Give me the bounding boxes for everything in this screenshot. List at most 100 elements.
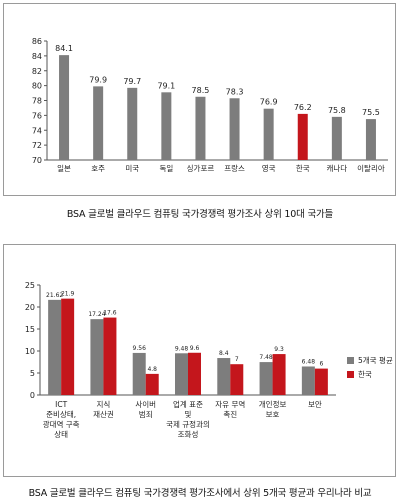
x-tick-label-line: 재산권	[93, 409, 114, 419]
data-label: 8.4	[219, 350, 229, 357]
x-tick-label-line: 준비상태,	[46, 409, 76, 419]
x-tick-label: 사이버 범죄	[135, 399, 156, 419]
chart-panel-comparison: 0 5 10 15 20 25 21.62 21.9 ICT 준비상태, 광대역 구축 상태 17.24…	[3, 244, 396, 477]
bar-5개국 평균	[132, 352, 146, 395]
x-tick-label: 싱가포르	[187, 163, 215, 173]
data-label: 79.7	[123, 77, 141, 86]
y-tick-label: 84	[32, 52, 42, 61]
chart-panel-top-countries: 70 72 74 76 78 80 82 84 86 84.1 일본 79.9 호주 79.7 미국 79.1…	[3, 3, 396, 196]
x-tick-label-line: 촉진	[223, 409, 237, 419]
data-label: 4.8	[147, 366, 157, 373]
x-tick-label: 일본	[57, 164, 71, 173]
y-tick-label: 0	[30, 391, 35, 400]
x-tick-label: 캐나다	[326, 164, 347, 173]
x-tick-label-line: 범죄	[139, 409, 153, 419]
y-tick-label: 74	[32, 126, 42, 135]
x-tick-label-line: 개인정보	[259, 399, 287, 409]
legend-swatch	[347, 371, 354, 378]
y-tick-label: 76	[32, 111, 42, 120]
y-tick-label: 86	[32, 37, 42, 46]
y-tick-label: 72	[32, 141, 42, 150]
data-label: 17.24	[88, 311, 105, 318]
x-tick-label: 프랑스	[224, 164, 245, 173]
x-tick-label-line: 조화성	[178, 430, 199, 439]
x-tick-label: 지식 재산권	[93, 400, 114, 419]
x-tick-label: 독일	[159, 164, 173, 173]
bar-이탈리아	[365, 119, 376, 160]
data-label: 9.3	[274, 346, 284, 353]
data-label: 79.9	[89, 75, 107, 84]
data-label: 79.1	[157, 81, 175, 90]
y-tick-label: 78	[32, 97, 42, 106]
x-tick-label-line: 업계 표준	[173, 399, 203, 409]
x-tick-label-line: 자유 무역	[215, 399, 245, 409]
y-tick-label: 82	[32, 67, 42, 76]
bar-미국	[127, 87, 138, 160]
bar-5개국 평균	[301, 366, 315, 395]
bar-5개국 평균	[48, 299, 62, 395]
data-label: 78.5	[192, 86, 210, 95]
data-label: 78.3	[226, 87, 244, 96]
legend-label: 한국	[358, 370, 372, 379]
bar-5개국 평균	[259, 362, 273, 395]
x-tick-label-line: 지식	[97, 400, 111, 409]
bar-캐나다	[331, 116, 342, 160]
bar-5개국 평균	[217, 358, 231, 395]
y-tick-label: 10	[25, 347, 35, 356]
x-tick-label: 이탈리아	[357, 163, 385, 173]
y-tick-label: 25	[25, 281, 35, 290]
data-label: 76.9	[260, 98, 278, 107]
chart-top10-countries: 70 72 74 76 78 80 82 84 86 84.1 일본 79.9 호주 79.7 미국 79.1…	[32, 37, 388, 173]
x-tick-label: 한국	[296, 164, 310, 173]
y-tick-label: 70	[32, 156, 42, 165]
data-label: 7.48	[259, 354, 273, 361]
data-label: 17.6	[103, 310, 117, 317]
y-tick-label: 80	[32, 82, 42, 91]
x-tick-label-line: 상태	[54, 429, 68, 439]
legend-swatch	[347, 357, 354, 364]
x-tick-label-line: 사이버	[135, 399, 156, 409]
x-tick-label: 호주	[91, 164, 105, 173]
data-label: 21.62	[46, 292, 63, 299]
data-label: 84.1	[55, 44, 73, 53]
y-tick-label: 15	[25, 325, 35, 334]
bar-프랑스	[229, 98, 240, 160]
y-tick-label: 20	[25, 303, 35, 312]
x-tick-label-line: 보호	[266, 410, 280, 419]
x-tick-label: 영국	[262, 163, 276, 173]
bar-5개국 평균	[175, 353, 188, 395]
bar-독일	[161, 92, 172, 160]
data-label: 9.6	[190, 345, 200, 352]
x-tick-label: 보안	[308, 399, 322, 409]
data-label: 6.48	[302, 358, 316, 365]
data-label: 76.2	[294, 103, 312, 112]
bar-한국	[61, 298, 75, 395]
bar-5개국 평균	[90, 319, 104, 395]
data-label: 9.48	[175, 345, 189, 352]
chart-caption-comparison: BSA 글로벌 클라우드 컴퓨팅 국가경쟁력 평가조사에서 상위 5개국 평균과…	[28, 488, 372, 499]
data-label: 21.9	[61, 291, 75, 298]
x-tick-label: 개인정보 보호	[259, 399, 287, 419]
bar-한국	[272, 354, 286, 395]
bar-한국	[188, 352, 201, 395]
x-tick-label-line: 보안	[308, 399, 322, 409]
bar-영국	[263, 108, 274, 160]
legend-label: 5개국 평균	[358, 355, 393, 365]
data-label: 6	[319, 361, 323, 368]
x-tick-label-line: ICT	[55, 400, 67, 409]
x-tick-label: 업계 표준 및 국제 규정과의 조화성	[166, 399, 210, 439]
bar-호주	[93, 86, 104, 160]
x-tick-label-line: 광대역 구축	[43, 419, 80, 429]
x-tick-label: ICT 준비상태, 광대역 구축 상태	[43, 400, 80, 439]
y-tick-label: 5	[30, 369, 35, 378]
chart-caption-top10: BSA 글로벌 클라우드 컴퓨팅 국가경쟁력 평가조사 상위 10대 국가들	[66, 209, 334, 220]
bar-한국	[145, 373, 159, 395]
x-tick-label-line: 국제 규정과의	[166, 419, 210, 429]
bar-한국	[314, 368, 328, 395]
data-label: 7	[235, 356, 239, 363]
x-tick-label: 자유 무역 촉진	[215, 399, 245, 419]
bar-한국	[103, 317, 117, 395]
x-tick-label: 미국	[125, 164, 139, 173]
bar-한국	[297, 113, 308, 160]
